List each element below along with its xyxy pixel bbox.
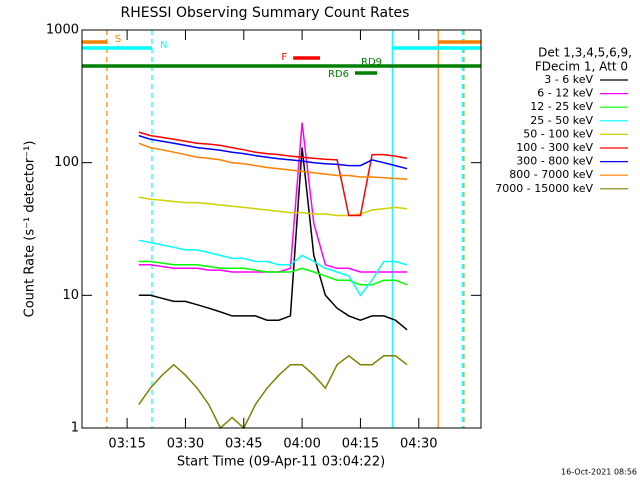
interval-label: RD9 [361,57,382,68]
legend-label: 7000 - 15000 keV [495,182,593,195]
legend-label: 6 - 12 keV [537,87,593,100]
plot-frame [81,29,482,429]
x-tick-label: 03:30 [167,437,204,452]
legend-label: 800 - 7000 keV [509,168,593,181]
legend-label: 300 - 800 keV [516,155,593,168]
x-tick-label: 04:30 [400,437,437,452]
y-tick-label: 10 [62,288,79,303]
x-tick-label: 04:15 [342,437,379,452]
interval-label: S [115,34,121,45]
x-axis-label: Start Time (09-Apr-11 03:04:22) [177,455,385,470]
legend-label: 12 - 25 keV [530,100,593,113]
chart-title: RHESSI Observing Summary Count Rates [121,5,410,21]
series-line [138,196,408,217]
series-line [138,131,408,217]
legend-label: 100 - 300 keV [516,141,593,154]
x-tick-label: 03:15 [108,437,145,452]
legend-label: 50 - 100 keV [523,127,593,140]
interval-label: RD6 [328,69,349,80]
x-tick-label: 04:00 [283,437,320,452]
y-tick-label: 100 [54,155,79,170]
series-line [138,260,408,286]
series-line [138,142,408,180]
interval-label: N [160,40,167,51]
y-tick-label: 1 [71,421,79,436]
x-tick-label: 03:45 [225,437,262,452]
y-tick-label: 1000 [46,23,79,38]
legend-header: Det 1,3,4,5,6,9, [538,46,632,60]
series-line [138,239,408,297]
legend-header: FDecim 1, Att 0 [535,60,628,74]
y-axis-label: Count Rate (s⁻¹ detector⁻¹) [23,141,38,318]
legend-label: 3 - 6 keV [544,73,593,86]
interval-label: F [281,52,287,63]
series-line [138,147,408,331]
series-line [138,134,408,170]
legend-label: 25 - 50 keV [530,114,593,127]
footer: 16-Oct-2021 08:56 [561,468,637,477]
series-line [138,354,408,430]
